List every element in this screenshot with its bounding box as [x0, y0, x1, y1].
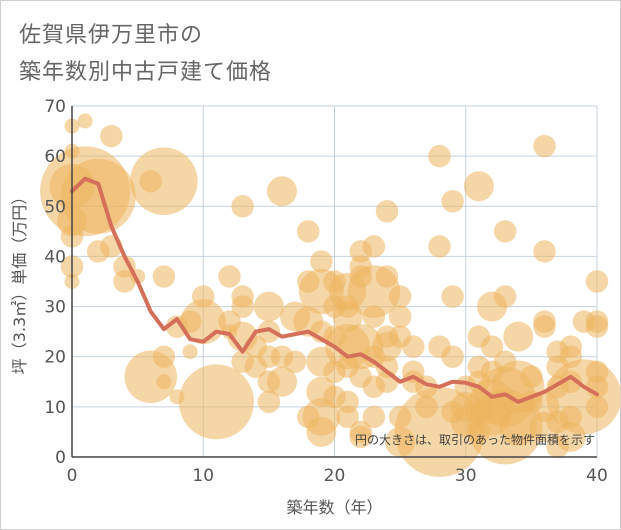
x-axis-title: 築年数（年）: [286, 498, 382, 517]
data-bubble: [231, 195, 254, 218]
data-bubble: [467, 420, 491, 444]
data-bubble: [113, 270, 136, 293]
data-bubble: [182, 344, 198, 360]
data-bubble: [463, 391, 494, 422]
data-bubble: [349, 265, 372, 288]
data-bubble: [493, 285, 517, 308]
data-bubble: [375, 265, 399, 288]
data-bubble: [257, 390, 281, 414]
data-bubble: [283, 350, 307, 373]
data-bubble: [257, 320, 281, 343]
data-bubble: [533, 240, 556, 263]
trend-line: [70, 176, 599, 404]
data-bubble: [178, 364, 254, 440]
data-bubble: [349, 425, 372, 449]
y-tick-label: 30: [44, 298, 66, 318]
x-tick-label: 40: [586, 466, 608, 486]
data-bubble: [441, 400, 464, 424]
data-bubble: [559, 370, 582, 394]
data-bubble: [297, 405, 320, 429]
data-bubble: [336, 405, 359, 429]
data-bubble: [375, 200, 399, 223]
data-bubble: [533, 134, 556, 158]
data-bubble: [130, 147, 198, 215]
data-bubble: [559, 345, 582, 368]
data-bubble: [192, 285, 215, 308]
tick-labels: 0 10 20 30 40 0 10 20 30 40 50 60 70: [44, 97, 607, 486]
data-bubble: [231, 295, 254, 318]
data-bubble: [533, 315, 556, 338]
x-tick-label: 0: [67, 466, 78, 486]
data-bubble: [559, 405, 582, 429]
data-bubble: [428, 235, 451, 258]
data-bubble: [493, 220, 517, 243]
y-tick-label: 20: [44, 348, 66, 368]
x-tick-label: 30: [455, 466, 477, 486]
x-tick-label: 10: [192, 466, 214, 486]
data-bubble: [441, 345, 464, 368]
data-bubble: [546, 435, 569, 459]
x-tick-label: 20: [324, 466, 346, 486]
data-bubble: [156, 374, 172, 390]
data-bubble: [100, 124, 123, 148]
data-bubble: [388, 305, 412, 328]
data-bubble: [499, 408, 537, 446]
data-bubble: [218, 265, 241, 288]
data-bubble: [385, 426, 416, 457]
y-tick-label: 40: [44, 247, 66, 267]
y-axis-title: 坪（3.3㎡）単価（万円）: [10, 189, 29, 374]
data-bubble: [362, 405, 386, 429]
data-bubble: [297, 270, 320, 293]
data-bubble: [441, 190, 464, 213]
axes: [71, 106, 597, 458]
data-bubble: [520, 365, 543, 389]
data-bubble: [152, 265, 176, 288]
data-bubble: [463, 171, 494, 202]
data-bubble: [388, 285, 412, 308]
data-bubble: [267, 176, 297, 207]
data-bubble: [503, 321, 534, 352]
data-bubble: [402, 335, 425, 358]
data-bubble: [77, 113, 93, 129]
data-bubble: [152, 345, 176, 368]
data-bubble: [585, 315, 609, 338]
data-bubble: [310, 250, 333, 273]
data-bubble: [428, 144, 451, 168]
data-bubble: [297, 220, 320, 243]
data-bubble: [585, 395, 609, 419]
chart-title-line-1: 佐賀県伊万里市の: [19, 23, 204, 48]
data-bubble: [388, 405, 412, 429]
data-bubble: [493, 350, 517, 373]
data-bubble: [362, 235, 386, 258]
y-tick-label: 60: [44, 147, 66, 167]
data-bubble: [415, 395, 438, 419]
data-bubble: [253, 291, 284, 322]
y-tick-label: 50: [44, 197, 66, 217]
y-tick-label: 10: [44, 398, 66, 418]
bubble-layer: [40, 113, 620, 477]
data-bubble: [362, 305, 386, 328]
data-bubble: [139, 169, 162, 193]
data-bubble: [257, 370, 281, 394]
data-bubble: [441, 285, 464, 308]
bubble-size-note: 円の大きさは、取引のあった物件面積を示す: [355, 432, 595, 447]
y-tick-label: 0: [55, 448, 66, 468]
data-bubble: [169, 389, 185, 405]
data-bubble: [480, 335, 504, 358]
chart-title-line-2: 築年数別中古戸建て価格: [19, 60, 273, 85]
data-bubble: [336, 295, 359, 318]
y-tick-label: 70: [44, 97, 66, 117]
data-bubble: [323, 270, 346, 293]
data-bubble: [585, 270, 609, 293]
